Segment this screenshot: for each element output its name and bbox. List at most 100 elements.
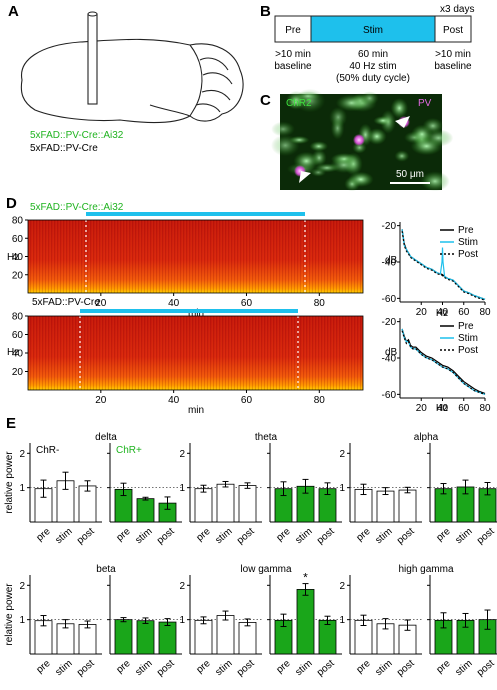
bar-category-label: stim [373,526,394,546]
repeat-label: x3 days [440,4,474,15]
psd-xtick-label: 20 [416,403,428,414]
chr2-cell [330,157,358,174]
psd-xtick-label: 20 [416,307,428,318]
spectrogram-bottom-xlabel: min [188,405,204,416]
bar-chart-title: low gamma [240,564,292,575]
group-label: ChR- [36,445,59,456]
chr2-cell [309,141,329,152]
psd-bottom-legend-stim: Stim [458,333,478,344]
bar-category-label: pre [194,658,212,676]
bar-category-label: post [155,526,177,547]
bar-category-label: post [315,658,337,679]
phase-pre: Pre [285,25,301,36]
bar-category-label: stim [213,526,234,546]
genotype-black: 5xFAD::PV-Cre [30,143,98,154]
chr2-cell [394,150,410,162]
xtick-label: 60 [241,395,253,406]
pv-label: PV [418,98,432,109]
xtick-label: 20 [95,395,107,406]
psd-top-legend [440,229,454,255]
bar-ytick-label: 1 [179,615,185,626]
bar-category-label: post [235,658,257,679]
ytick-label: 40 [12,349,24,360]
chr2-cell [329,106,348,128]
relative-power-ylabel: relative power [4,451,15,514]
panel-letter-d: D [6,195,17,212]
chr2-cell [420,171,450,192]
psd-bottom-ylabel: dB [385,347,398,358]
bar-category-label: post [395,526,417,547]
bar [376,490,395,523]
bar-category-label: pre [354,658,372,676]
bar-ytick-label: 2 [19,449,25,460]
bar-category-label: stim [453,658,474,678]
chr2-cell [295,91,321,101]
bar-category-label: pre [34,658,52,676]
xtick-label: 80 [314,298,326,309]
protocol-timeline [274,15,472,43]
desc-mid-1: 60 min [358,49,388,60]
ytick-label: 20 [12,270,24,281]
chr2-cell [348,171,374,188]
bar-category-label: pre [274,658,292,676]
chr2-cell [390,97,409,119]
desc-mid-3: (50% duty cycle) [336,73,410,84]
bar [136,620,155,655]
bar [216,483,235,523]
psd-xtick-label: 80 [479,403,491,414]
psd-top-ylabel: dB [385,255,398,266]
spectrogram-bottom-ylabel: Hz [7,347,19,358]
phase-stim: Stim [363,25,383,36]
psd-plot-bottom: -20 -40 -60 20 40 60 80 [382,317,491,414]
psd-ytick-label: -60 [382,390,397,401]
significance-marker: * [303,571,308,585]
spectrogram-top-ylabel: Hz [7,252,19,263]
bar-chart-title: high gamma [398,564,453,575]
bar-ytick-label: 2 [339,581,345,592]
chr2-cell [287,95,303,109]
psd-ytick-label: -40 [382,258,397,269]
psd-line-pre [401,328,486,395]
psd-xtick-label: 40 [437,307,449,318]
psd-xtick-label: 60 [458,403,470,414]
bar-category-label: pre [354,526,372,544]
psd-line-post [401,330,486,395]
bar-ytick-label: 1 [19,483,25,494]
psd-top-legend-pre: Pre [458,225,474,236]
psd-bottom-xlabel: Hz [436,403,448,414]
psd-bottom-legend-pre: Pre [458,321,474,332]
xtick-label: 60 [241,298,253,309]
bar [318,619,337,655]
spectrogram-top-title: 5xFAD::PV-Cre::Ai32 [30,202,124,213]
psd-xtick-label: 40 [437,403,449,414]
bar-category-label: pre [34,526,52,544]
bar-ytick-label: 2 [179,581,185,592]
ytick-label: 60 [12,234,24,245]
desc-left-2: baseline [274,61,312,72]
psd-top-legend-post: Post [458,249,478,260]
bar-category-label: stim [133,526,154,546]
psd-top-legend-stim: Stim [458,237,478,248]
bar-category-label: post [75,658,97,679]
psd-line-post [401,231,486,301]
bar [194,488,213,523]
electrode [87,11,98,105]
bar-category-label: post [315,526,337,547]
psd-xtick-label: 60 [458,307,470,318]
bar-category-label: post [475,526,497,547]
bar-ytick-label: 1 [339,615,345,626]
bar-ytick-label: 1 [339,483,345,494]
bar-category-label: stim [293,526,314,546]
bar-category-label: post [475,658,497,679]
bar-ytick-label: 1 [19,615,25,626]
bar-ytick-label: 1 [179,483,185,494]
bar-category-label: pre [434,658,452,676]
bar [78,624,97,655]
chr2-cell [289,135,310,145]
panel-letter-e: E [6,415,16,432]
ytick-label: 20 [12,367,24,378]
ytick-label: 80 [12,312,24,323]
bar-category-label: stim [53,526,74,546]
bar-category-label: stim [453,526,474,546]
